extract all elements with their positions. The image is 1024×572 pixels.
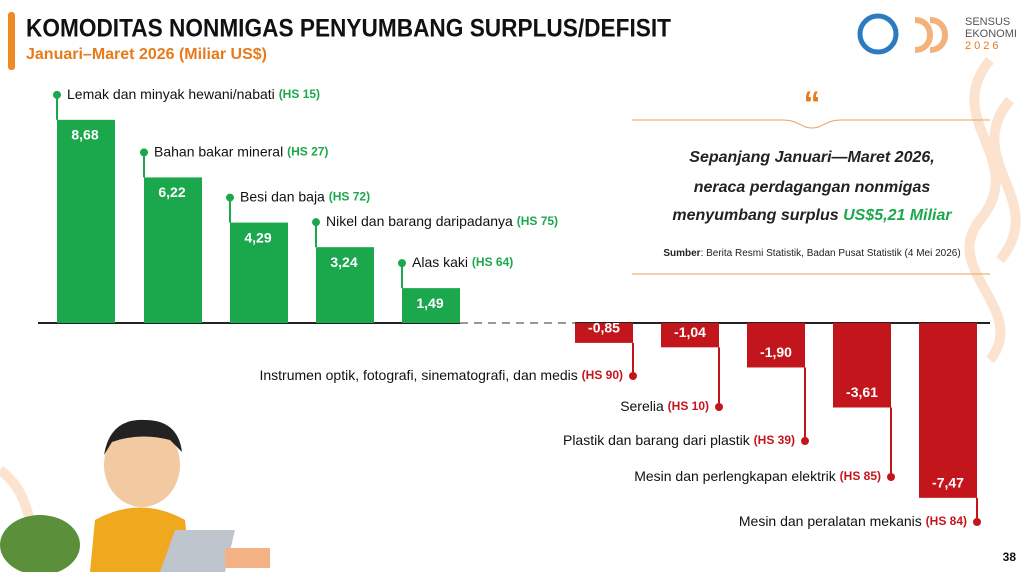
category-name: Alas kaki <box>412 254 472 270</box>
leader-dot <box>226 193 234 202</box>
category-name: Serelia <box>620 398 667 414</box>
hs-code: (HS 75) <box>517 214 558 228</box>
value-label: 3,24 <box>330 254 357 270</box>
value-label: -1,04 <box>674 324 706 340</box>
quote-text: menyumbang surplus <box>672 207 843 224</box>
category-label: Lemak dan minyak hewani/nabati (HS 15) <box>67 86 320 102</box>
leader-dot <box>312 218 320 227</box>
quote-rule <box>781 119 843 129</box>
logo-text: 2026 <box>965 40 1001 52</box>
leader-dot <box>715 403 723 411</box>
quote-mark: “ <box>804 85 821 123</box>
category-label: Bahan bakar mineral (HS 27) <box>154 143 328 159</box>
page-number: 38 <box>1003 550 1017 564</box>
hs-code: (HS 39) <box>754 433 795 447</box>
quote-highlight: US$5,21 Miliar <box>843 207 952 224</box>
category-name: Lemak dan minyak hewani/nabati <box>67 86 279 102</box>
hs-code: (HS 72) <box>329 190 370 204</box>
bar <box>661 323 719 348</box>
logo-mark <box>857 13 899 55</box>
logo: SENSUS EKONOMI 2026 <box>857 13 1017 55</box>
hs-code: (HS 10) <box>668 399 709 413</box>
leader-dot <box>398 259 406 268</box>
value-label: 6,22 <box>158 184 185 200</box>
logo-mark <box>914 17 948 53</box>
subtitle: Januari–Maret 2026 (Miliar US$) <box>26 46 267 63</box>
leader-dot <box>973 518 981 526</box>
logo-text: SENSUS <box>965 16 1010 28</box>
hs-code: (HS 90) <box>582 368 623 382</box>
leader-dot <box>629 372 637 380</box>
quote-box: “ Sepanjang Januari—Maret 2026, neraca p… <box>632 85 990 275</box>
leader-dot <box>887 473 895 481</box>
mascot-head <box>104 423 180 507</box>
laptop <box>160 530 235 572</box>
mascot <box>0 419 270 572</box>
books <box>225 548 270 568</box>
bar <box>575 323 633 343</box>
hs-code: (HS 85) <box>840 469 881 483</box>
bar <box>144 177 202 323</box>
quote-line: neraca perdagangan nonmigas <box>694 179 931 196</box>
category-label: Nikel dan barang daripadanya (HS 75) <box>326 213 558 229</box>
value-label: 1,49 <box>416 295 443 311</box>
chart: 8,68 Lemak dan minyak hewani/nabati (HS 1… <box>38 86 990 529</box>
value-label: -1,90 <box>760 344 792 360</box>
bar <box>833 323 891 408</box>
mascot-hair <box>104 419 182 455</box>
category-name: Plastik dan barang dari plastik <box>563 432 754 448</box>
bar <box>747 323 805 368</box>
source: Sumber: Berita Resmi Statistik, Badan Pu… <box>663 248 960 259</box>
category-label: Instrumen optik, fotografi, sinematograf… <box>259 367 623 383</box>
value-label: 4,29 <box>244 229 271 245</box>
value-label: 8,68 <box>71 127 98 143</box>
quote-line: Sepanjang Januari—Maret 2026, <box>689 149 934 166</box>
category-label: Mesin dan peralatan mekanis (HS 84) <box>739 513 967 529</box>
mascot-body <box>90 507 190 572</box>
category-label: Besi dan baja (HS 72) <box>240 188 370 204</box>
leader-dot <box>801 437 809 445</box>
hs-code: (HS 27) <box>287 145 328 159</box>
category-name: Nikel dan barang daripadanya <box>326 213 517 229</box>
title-accent <box>8 12 15 70</box>
category-label: Alas kaki (HS 64) <box>412 254 513 270</box>
bar <box>316 247 374 323</box>
hs-code: (HS 15) <box>279 87 320 101</box>
source-text: : Berita Resmi Statistik, Badan Pusat St… <box>701 248 961 259</box>
leader-dot <box>53 90 61 99</box>
category-label: Plastik dan barang dari plastik (HS 39) <box>563 432 795 448</box>
category-label: Serelia (HS 10) <box>620 398 709 414</box>
bar <box>402 288 460 323</box>
value-label: -7,47 <box>932 475 964 491</box>
value-label: -3,61 <box>846 384 878 400</box>
bar <box>57 119 115 323</box>
category-name: Mesin dan peralatan mekanis <box>739 513 926 529</box>
hs-code: (HS 84) <box>926 514 967 528</box>
logo-text: EKONOMI <box>965 28 1017 40</box>
leader-dot <box>140 148 148 157</box>
quote-line: menyumbang surplus US$5,21 Miliar <box>672 207 952 224</box>
bar <box>919 323 977 498</box>
category-name: Mesin dan perlengkapan elektrik <box>634 468 839 484</box>
bar <box>230 222 288 323</box>
hs-code: (HS 64) <box>472 255 513 269</box>
category-label: Mesin dan perlengkapan elektrik (HS 85) <box>634 468 881 484</box>
source-label: Sumber <box>663 248 700 259</box>
value-label: -0,85 <box>588 320 620 336</box>
plant <box>0 515 80 572</box>
category-name: Bahan bakar mineral <box>154 143 287 159</box>
category-name: Instrumen optik, fotografi, sinematograf… <box>259 367 581 383</box>
title: KOMODITAS NONMIGAS PENYUMBANG SURPLUS/DE… <box>26 15 671 43</box>
category-name: Besi dan baja <box>240 188 329 204</box>
